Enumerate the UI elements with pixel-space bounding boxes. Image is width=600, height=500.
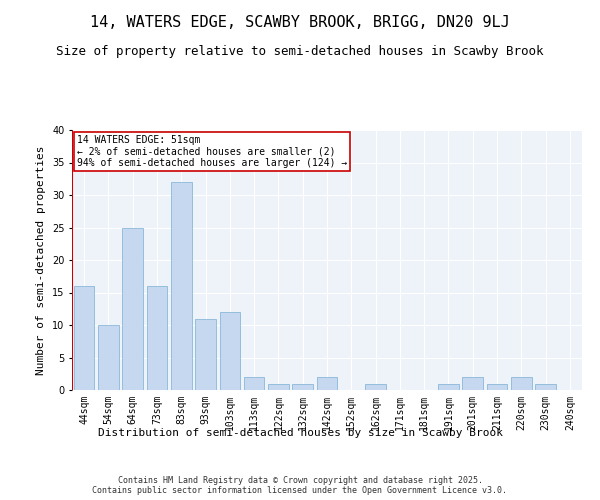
Bar [98,325,119,390]
Bar [438,384,459,390]
Bar [195,318,216,390]
Bar [487,384,508,390]
Bar [171,182,191,390]
Bar [292,384,313,390]
Text: Size of property relative to semi-detached houses in Scawby Brook: Size of property relative to semi-detach… [56,45,544,58]
Y-axis label: Number of semi-detached properties: Number of semi-detached properties [37,145,46,375]
Text: 14, WATERS EDGE, SCAWBY BROOK, BRIGG, DN20 9LJ: 14, WATERS EDGE, SCAWBY BROOK, BRIGG, DN… [90,15,510,30]
Text: Distribution of semi-detached houses by size in Scawby Brook: Distribution of semi-detached houses by … [97,428,503,438]
Bar [74,286,94,390]
Text: 14 WATERS EDGE: 51sqm
← 2% of semi-detached houses are smaller (2)
94% of semi-d: 14 WATERS EDGE: 51sqm ← 2% of semi-detac… [77,135,347,168]
Bar [122,228,143,390]
Bar [317,377,337,390]
Bar [511,377,532,390]
Bar [146,286,167,390]
Bar [268,384,289,390]
Text: Contains HM Land Registry data © Crown copyright and database right 2025.
Contai: Contains HM Land Registry data © Crown c… [92,476,508,495]
Bar [365,384,386,390]
Bar [463,377,483,390]
Bar [220,312,240,390]
Bar [535,384,556,390]
Bar [244,377,265,390]
